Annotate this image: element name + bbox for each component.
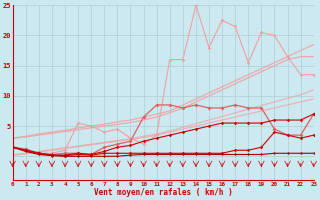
X-axis label: Vent moyen/en rafales ( km/h ): Vent moyen/en rafales ( km/h ) <box>94 188 233 197</box>
